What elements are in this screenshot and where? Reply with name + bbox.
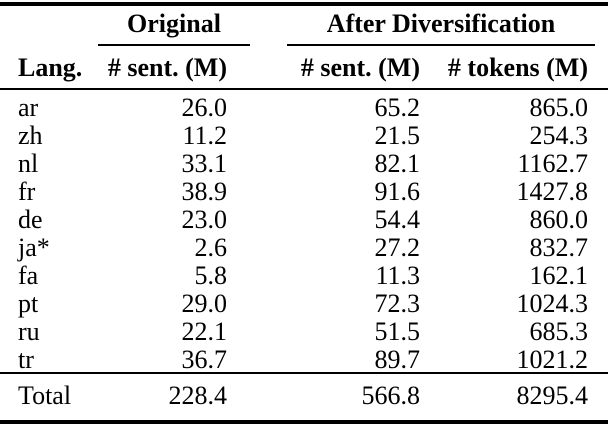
after-tokens: 162.1 (529, 261, 589, 290)
total-separator-rule (0, 372, 608, 374)
after-tokens: 865.0 (529, 93, 589, 122)
orig-sent: 2.6 (194, 233, 228, 262)
lang-code: tr (18, 345, 34, 374)
lang-code: zh (18, 121, 43, 150)
lang-code: fa (18, 261, 39, 290)
lang-code: fr (18, 177, 36, 206)
lang-code: ar (18, 93, 39, 122)
after-sent: 72.3 (374, 289, 421, 318)
orig-sent: 11.2 (182, 121, 227, 150)
after-sent: 21.5 (374, 121, 421, 150)
top-rule (0, 2, 608, 6)
after-sent: 11.3 (375, 261, 420, 290)
orig-sent: 22.1 (181, 317, 228, 346)
group-header-original: Original (127, 9, 221, 38)
table-row: pt 29.0 72.3 1024.3 (0, 290, 608, 318)
table-row: fr 38.9 91.6 1427.8 (0, 178, 608, 206)
table-row: ja* 2.6 27.2 832.7 (0, 234, 608, 262)
header-separator-rule (0, 88, 608, 90)
lang-code: de (18, 205, 43, 234)
total-after-sent: 566.8 (361, 381, 421, 410)
column-header-after-sent: # sent. (M) (300, 53, 420, 82)
after-tokens: 860.0 (529, 205, 589, 234)
group-header-after-diversification: After Diversification (326, 9, 556, 38)
orig-sent: 5.8 (194, 261, 228, 290)
after-tokens: 1427.8 (516, 177, 589, 206)
after-sent: 82.1 (374, 149, 421, 178)
column-header-after-tokens: # tokens (M) (447, 53, 588, 82)
orig-sent: 26.0 (181, 93, 228, 122)
lang-code: ru (18, 317, 40, 346)
table-row: ru 22.1 51.5 685.3 (0, 318, 608, 346)
lang-code: pt (18, 289, 39, 318)
table-row: fa 5.8 11.3 162.1 (0, 262, 608, 290)
cmidrule-original (98, 44, 250, 46)
column-header-orig-sent: # sent. (M) (107, 53, 227, 82)
bottom-rule (0, 420, 608, 424)
lang-code: ja* (18, 233, 50, 262)
after-tokens: 1024.3 (516, 289, 589, 318)
lang-code: nl (18, 149, 39, 178)
orig-sent: 23.0 (181, 205, 228, 234)
table-row: ar 26.0 65.2 865.0 (0, 94, 608, 122)
orig-sent: 38.9 (181, 177, 228, 206)
table-row: nl 33.1 82.1 1162.7 (0, 150, 608, 178)
column-header-lang: Lang. (18, 53, 83, 82)
after-tokens: 832.7 (529, 233, 589, 262)
table-row: de 23.0 54.4 860.0 (0, 206, 608, 234)
after-sent: 51.5 (374, 317, 421, 346)
column-header-row: Lang. # sent. (M) # sent. (M) # tokens (… (0, 52, 608, 84)
orig-sent: 29.0 (181, 289, 228, 318)
total-orig-sent: 228.4 (168, 381, 228, 410)
total-row: Total 228.4 566.8 8295.4 (0, 380, 608, 412)
after-tokens: 1021.2 (516, 345, 589, 374)
orig-sent: 33.1 (181, 149, 228, 178)
total-after-tokens: 8295.4 (516, 381, 589, 410)
after-sent: 65.2 (374, 93, 421, 122)
after-sent: 91.6 (374, 177, 421, 206)
table-row: zh 11.2 21.5 254.3 (0, 122, 608, 150)
after-tokens: 254.3 (529, 121, 589, 150)
cmidrule-after (287, 44, 595, 46)
after-tokens: 1162.7 (517, 149, 588, 178)
orig-sent: 36.7 (181, 345, 228, 374)
table-row: tr 36.7 89.7 1021.2 (0, 346, 608, 374)
after-sent: 54.4 (374, 205, 421, 234)
after-sent: 89.7 (374, 345, 421, 374)
after-tokens: 685.3 (529, 317, 589, 346)
after-sent: 27.2 (374, 233, 421, 262)
total-label: Total (18, 381, 72, 410)
